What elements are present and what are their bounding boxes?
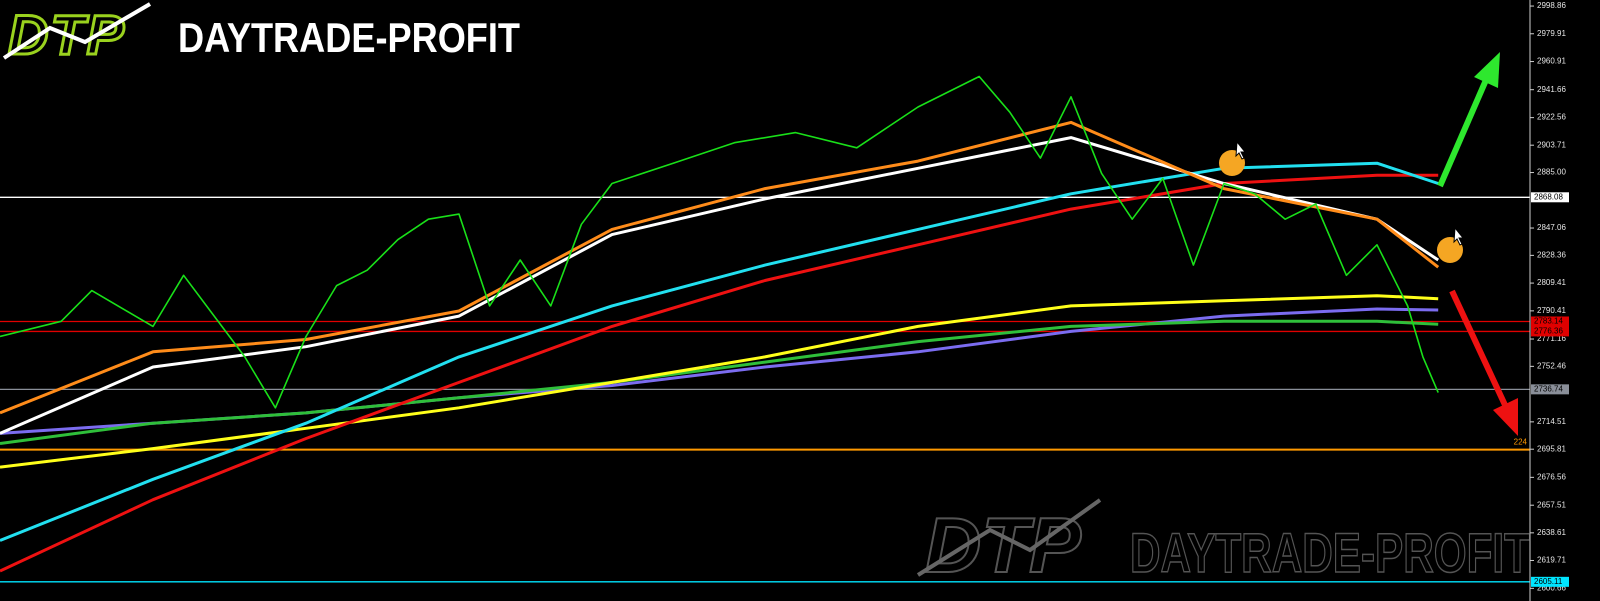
logo-arrow [2,2,152,60]
watermark-logo: DTP [925,501,1082,589]
watermark: DTP DAYTRADE-PROFIT [916,498,1531,590]
forecast-arrows [1219,52,1518,436]
moving-average [0,173,1439,573]
y-tick-label: 2941.66 [1537,85,1566,94]
cursor-icon [1235,140,1247,160]
support-annotation: 224 [1514,438,1528,447]
price-level-tag [1531,316,1569,327]
price-level-label: 2605.11 [1534,577,1563,586]
y-tick-label: 2752.46 [1537,361,1566,370]
y-tick-label: 2638.61 [1537,528,1566,537]
y-tick-label: 2657.51 [1537,500,1566,509]
y-tick-label: 2979.91 [1537,29,1566,38]
price-axis: 2998.86 2979.91 2960.91 2941.66 2922.56 2903.… [1530,1,1569,592]
signal-dot [1219,150,1245,176]
up-arrow-head [1474,52,1500,88]
down-arrow-shaft [1449,289,1508,407]
y-tick-label: 2600.66 [1537,583,1566,592]
plot: 224 [0,75,1530,583]
y-tick-label: 2714.51 [1537,417,1566,426]
price-level-label: 2736.74 [1534,384,1563,393]
y-tick-label: 2676.56 [1537,472,1566,481]
y-tick-label: 2960.91 [1537,57,1566,66]
brand-name: DAYTRADE-PROFIT [178,14,520,61]
y-tick-label: 2790.41 [1537,306,1566,315]
watermark-arrow [916,498,1102,577]
price-level-label: 2783.14 [1534,317,1563,326]
price-level-tag [1531,576,1569,587]
watermark-brand: DAYTRADE-PROFIT [1130,521,1530,584]
y-tick-label: 2903.71 [1537,140,1566,149]
up-arrow-shaft [1437,78,1489,188]
y-tick-label: 2695.81 [1537,444,1566,453]
moving-average [0,120,1440,415]
logo-background [0,0,525,68]
y-tick-label: 2998.86 [1537,1,1566,10]
y-tick-label: 2771.16 [1537,334,1566,343]
y-tick-label: 2885.00 [1537,168,1566,177]
y-tick-label: 2809.41 [1537,278,1566,287]
price-level-tag [1531,384,1569,395]
moving-average [0,319,1439,445]
logo: DTP DAYTRADE-PROFIT [0,0,525,68]
price-level-tag [1531,326,1569,337]
price-level-label: 2776.36 [1534,327,1563,336]
y-tick-label: 2619.71 [1537,556,1566,565]
moving-average [0,294,1439,469]
price-level-label: 2868.08 [1534,192,1563,201]
moving-average [0,136,1440,435]
y-tick-label: 2828.36 [1537,250,1566,259]
y-tick-label: 2847.06 [1537,223,1566,232]
cursor-icon [1453,226,1465,246]
signal-dot [1437,237,1463,263]
down-arrow-head [1493,398,1518,436]
moving-average [0,161,1439,542]
y-tick-label: 2922.56 [1537,113,1566,122]
price-line [0,75,1439,409]
price-level-tag [1531,192,1569,203]
